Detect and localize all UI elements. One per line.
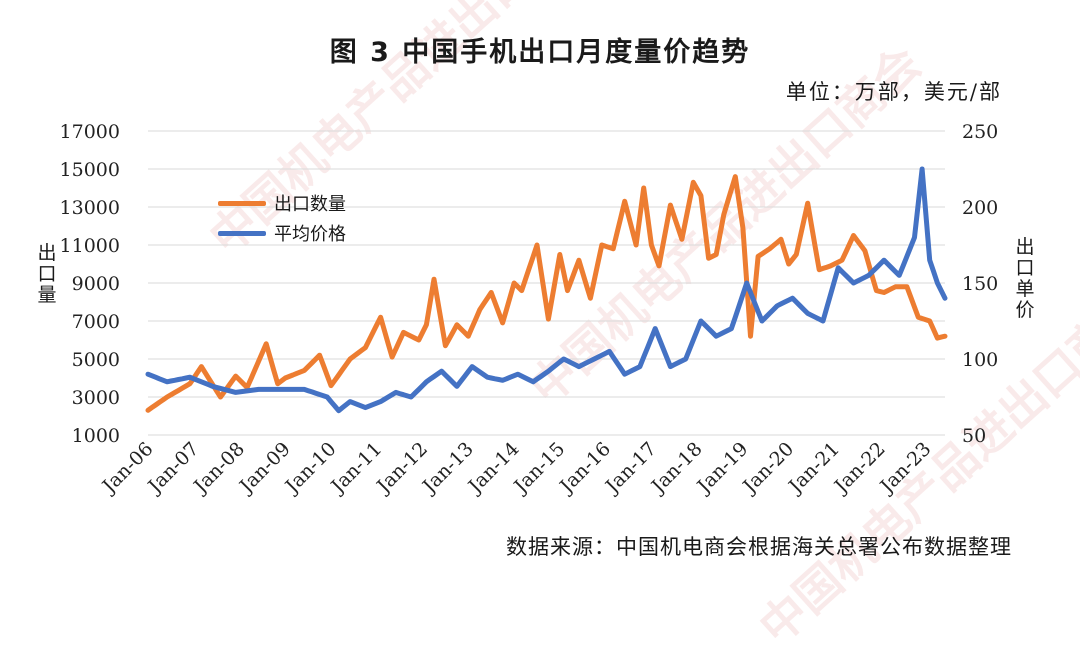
x-tick-label: Jan-13: [417, 438, 478, 499]
legend-label-quantity: 出口数量: [274, 194, 346, 215]
y-tick-label-left: 11000: [60, 235, 120, 257]
x-tick-label: Jan-07: [143, 438, 204, 499]
x-tick-label: Jan-23: [875, 438, 936, 499]
unit-label: 单位：万部，美元/部: [785, 80, 1002, 104]
source-note: 数据来源：中国机电商会根据海关总署公布数据整理: [506, 535, 1012, 559]
x-tick-label: Jan-06: [97, 438, 158, 499]
x-tick-label: Jan-16: [554, 438, 615, 499]
y-tick-label-left: 9000: [72, 273, 120, 295]
y-tick-label-left: 13000: [60, 197, 120, 219]
y-tick-label-left: 7000: [72, 311, 120, 333]
series-line-price: [145, 166, 948, 414]
x-tick-label: Jan-12: [371, 438, 432, 499]
legend-label-price: 平均价格: [274, 224, 346, 245]
y-tick-label-right: 50: [962, 425, 986, 447]
chart-plot: 1000 3000 5000 7000 9000 11000 13000 15000 17000…: [60, 121, 999, 499]
x-tick-label: Jan-08: [188, 438, 249, 499]
gridlines: [148, 130, 945, 436]
x-tick-label: Jan-19: [692, 438, 753, 499]
chart-title: 图 3 中国手机出口月度量价趋势: [329, 37, 751, 68]
y-tick-label-left: 1000: [72, 425, 120, 447]
y-axis-right-label: 出口单价: [1015, 236, 1035, 321]
x-tick-label: Jan-22: [829, 438, 890, 499]
y-tick-label-left: 5000: [72, 349, 120, 371]
y-tick-label-left: 3000: [72, 387, 120, 409]
x-tick-label: Jan-09: [234, 438, 295, 499]
series-line-quantity: [145, 174, 948, 413]
x-tick-label: Jan-11: [326, 438, 387, 499]
y-tick-label-right: 150: [962, 273, 998, 295]
x-tick-label: Jan-10: [280, 438, 341, 499]
x-tick-label: Jan-18: [646, 438, 707, 499]
legend: 出口数量 平均价格: [218, 188, 346, 248]
legend-swatch-quantity: [218, 200, 266, 206]
x-tick-label: Jan-20: [738, 438, 799, 499]
series-lines: [145, 166, 948, 414]
y-axis-left-label: 出口量: [37, 242, 57, 306]
y-tick-label-left: 17000: [60, 121, 120, 143]
axes: 1000 3000 5000 7000 9000 11000 13000 15000 17000…: [60, 121, 999, 499]
legend-item-price: 平均价格: [218, 218, 346, 248]
y-tick-label-left: 15000: [60, 159, 120, 181]
x-tick-label: Jan-21: [783, 438, 844, 499]
y-tick-label-right: 100: [962, 349, 998, 371]
y-tick-label-right: 250: [962, 121, 998, 143]
x-tick-label: Jan-14: [463, 438, 524, 499]
x-tick-label: Jan-17: [600, 438, 661, 499]
chart-figure: 中国机电产品进出口商会 中国机电产品进出口商会 中国机电产品进出口商会 图 3 …: [37, 0, 1080, 655]
x-tick-label: Jan-15: [509, 438, 570, 499]
legend-item-quantity: 出口数量: [218, 188, 346, 218]
legend-swatch-price: [218, 230, 266, 236]
y-tick-label-right: 200: [962, 197, 998, 219]
